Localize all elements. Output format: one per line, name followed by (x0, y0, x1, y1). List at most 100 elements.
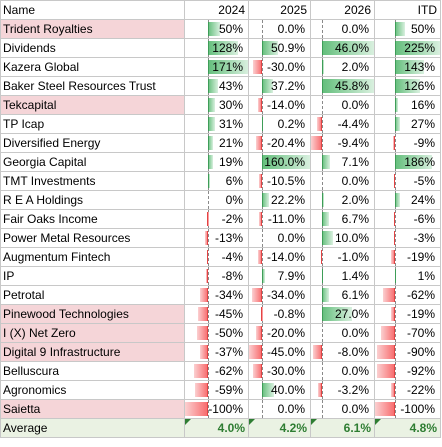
value-cell[interactable]: 0.0% (310, 171, 375, 191)
row-name-cell[interactable]: Georgia Capital (0, 152, 185, 172)
value-cell[interactable]: 0.0% (310, 361, 375, 381)
value-cell[interactable]: 126% (374, 76, 441, 96)
value-cell[interactable]: 128% (184, 38, 249, 58)
value-cell[interactable]: -4% (184, 247, 249, 267)
average-value-cell[interactable]: 4.2% (248, 418, 311, 438)
value-cell[interactable]: -14.0% (248, 247, 311, 267)
value-cell[interactable]: -45.0% (248, 342, 311, 362)
value-cell[interactable]: -19% (374, 304, 441, 324)
value-cell[interactable]: -22% (374, 380, 441, 400)
value-cell[interactable]: 0.0% (310, 95, 375, 115)
value-cell[interactable]: -30.0% (248, 361, 311, 381)
value-cell[interactable]: -45% (184, 304, 249, 324)
value-cell[interactable]: 7.1% (310, 152, 375, 172)
row-name-cell[interactable]: Saietta (0, 399, 185, 419)
value-cell[interactable]: -9.4% (310, 133, 375, 153)
value-cell[interactable]: -90% (374, 342, 441, 362)
value-cell[interactable]: 40.0% (248, 380, 311, 400)
value-cell[interactable]: -8.0% (310, 342, 375, 362)
value-cell[interactable]: -50% (184, 323, 249, 343)
value-cell[interactable]: -3% (374, 228, 441, 248)
row-name-cell[interactable]: Augmentum Fintech (0, 247, 185, 267)
row-name-cell[interactable]: Trident Royalties (0, 19, 185, 39)
row-name-cell[interactable]: R E A Holdings (0, 190, 185, 210)
row-name-cell[interactable]: TMT Investments (0, 171, 185, 191)
average-value-cell[interactable]: 4.8% (374, 418, 441, 438)
value-cell[interactable]: -11.0% (248, 209, 311, 229)
value-cell[interactable]: 7.9% (248, 266, 311, 286)
row-name-cell[interactable]: Agronomics (0, 380, 185, 400)
row-name-cell[interactable]: Pinewood Technologies (0, 304, 185, 324)
value-cell[interactable]: 0.0% (248, 399, 311, 419)
value-cell[interactable]: 50% (184, 19, 249, 39)
value-cell[interactable]: 2.0% (310, 190, 375, 210)
value-cell[interactable]: -2% (184, 209, 249, 229)
header-2025[interactable]: 2025 (248, 0, 311, 20)
header-2026[interactable]: 2026 (310, 0, 375, 20)
value-cell[interactable]: 37.2% (248, 76, 311, 96)
value-cell[interactable]: 0.0% (248, 228, 311, 248)
value-cell[interactable]: 186% (374, 152, 441, 172)
value-cell[interactable]: -70% (374, 323, 441, 343)
value-cell[interactable]: 24% (374, 190, 441, 210)
average-value-cell[interactable]: 6.1% (310, 418, 375, 438)
value-cell[interactable]: -4.4% (310, 114, 375, 134)
value-cell[interactable]: 50.9% (248, 38, 311, 58)
value-cell[interactable]: -3.2% (310, 380, 375, 400)
value-cell[interactable]: 225% (374, 38, 441, 58)
row-name-cell[interactable]: Power Metal Resources (0, 228, 185, 248)
value-cell[interactable]: 22.2% (248, 190, 311, 210)
value-cell[interactable]: 0.0% (310, 323, 375, 343)
value-cell[interactable]: 27% (374, 114, 441, 134)
value-cell[interactable]: -13% (184, 228, 249, 248)
value-cell[interactable]: -59% (184, 380, 249, 400)
value-cell[interactable]: 0.0% (310, 19, 375, 39)
value-cell[interactable]: 10.0% (310, 228, 375, 248)
value-cell[interactable]: 0% (184, 190, 249, 210)
value-cell[interactable]: 31% (184, 114, 249, 134)
header-2024[interactable]: 2024 (184, 0, 249, 20)
value-cell[interactable]: -6% (374, 209, 441, 229)
value-cell[interactable]: -19% (374, 247, 441, 267)
header-name[interactable]: Name (0, 0, 185, 20)
value-cell[interactable]: 46.0% (310, 38, 375, 58)
value-cell[interactable]: 0.0% (310, 399, 375, 419)
value-cell[interactable]: -1.0% (310, 247, 375, 267)
value-cell[interactable]: 50% (374, 19, 441, 39)
value-cell[interactable]: -37% (184, 342, 249, 362)
value-cell[interactable]: 19% (184, 152, 249, 172)
value-cell[interactable]: 143% (374, 57, 441, 77)
value-cell[interactable]: 6.1% (310, 285, 375, 305)
row-name-cell[interactable]: Kazera Global (0, 57, 185, 77)
row-name-cell[interactable]: Fair Oaks Income (0, 209, 185, 229)
value-cell[interactable]: -100% (184, 399, 249, 419)
row-name-cell[interactable]: Dividends (0, 38, 185, 58)
row-name-cell[interactable]: I (X) Net Zero (0, 323, 185, 343)
value-cell[interactable]: 45.8% (310, 76, 375, 96)
average-value-cell[interactable]: 4.0% (184, 418, 249, 438)
value-cell[interactable]: 0.0% (248, 19, 311, 39)
value-cell[interactable]: 6% (184, 171, 249, 191)
value-cell[interactable]: 2.0% (310, 57, 375, 77)
value-cell[interactable]: -14.0% (248, 95, 311, 115)
row-name-cell[interactable]: Baker Steel Resources Trust (0, 76, 185, 96)
value-cell[interactable]: -34% (184, 285, 249, 305)
value-cell[interactable]: 21% (184, 133, 249, 153)
value-cell[interactable]: -5% (374, 171, 441, 191)
value-cell[interactable]: -92% (374, 361, 441, 381)
row-name-cell[interactable]: Diversified Energy (0, 133, 185, 153)
row-name-cell[interactable]: Petrotal (0, 285, 185, 305)
value-cell[interactable]: 43% (184, 76, 249, 96)
value-cell[interactable]: -62% (374, 285, 441, 305)
value-cell[interactable]: -20.4% (248, 133, 311, 153)
value-cell[interactable]: -100% (374, 399, 441, 419)
row-name-cell[interactable]: TP Icap (0, 114, 185, 134)
header-itd[interactable]: ITD (374, 0, 441, 20)
value-cell[interactable]: -0.8% (248, 304, 311, 324)
value-cell[interactable]: -30.0% (248, 57, 311, 77)
value-cell[interactable]: 27.0% (310, 304, 375, 324)
value-cell[interactable]: -34.0% (248, 285, 311, 305)
value-cell[interactable]: 171% (184, 57, 249, 77)
value-cell[interactable]: -10.5% (248, 171, 311, 191)
value-cell[interactable]: -9% (374, 133, 441, 153)
